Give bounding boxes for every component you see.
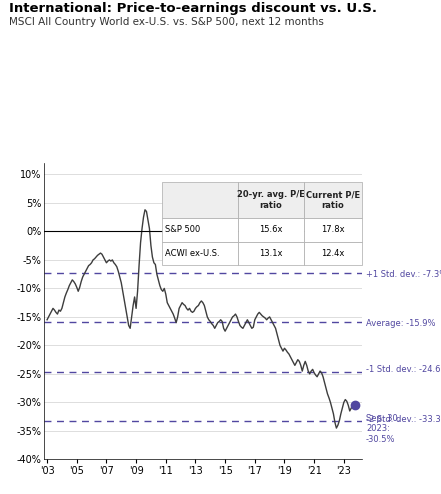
Text: +1 Std. dev.: -7.3%: +1 Std. dev.: -7.3% bbox=[366, 270, 441, 279]
Text: International: Price-to-earnings discount vs. U.S.: International: Price-to-earnings discoun… bbox=[9, 2, 377, 15]
Text: Average: -15.9%: Average: -15.9% bbox=[366, 319, 436, 328]
Text: -1 Std. dev.: -24.6%: -1 Std. dev.: -24.6% bbox=[366, 366, 441, 374]
Text: Sep. 30,
2023:
-30.5%: Sep. 30, 2023: -30.5% bbox=[366, 414, 400, 444]
Text: -2 Std. dev.: -33.3%: -2 Std. dev.: -33.3% bbox=[366, 415, 441, 424]
Text: MSCI All Country World ex-U.S. vs. S&P 500, next 12 months: MSCI All Country World ex-U.S. vs. S&P 5… bbox=[9, 17, 324, 27]
